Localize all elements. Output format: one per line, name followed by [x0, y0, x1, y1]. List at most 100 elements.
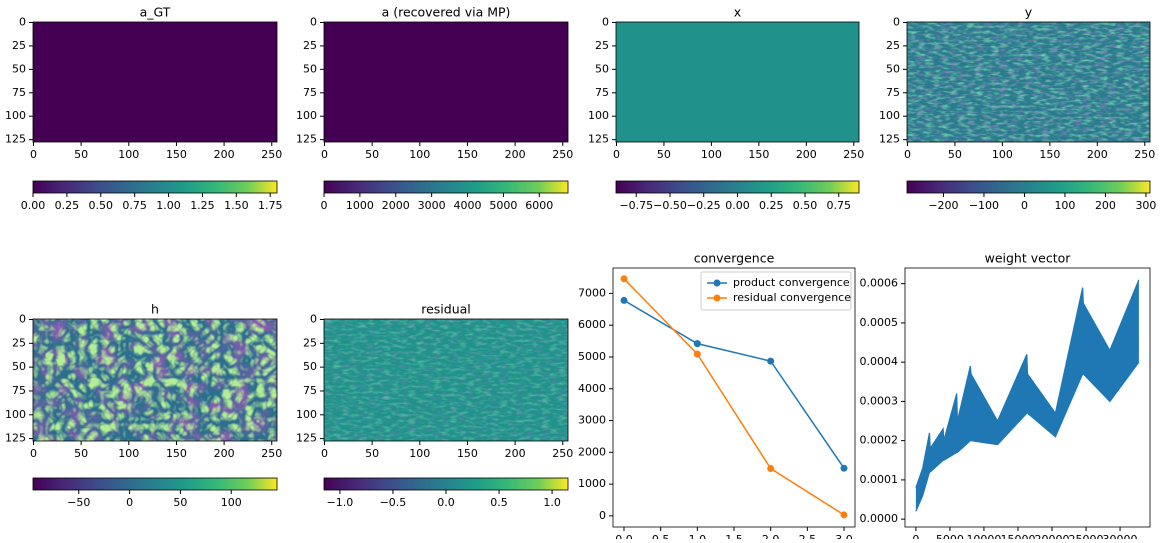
colorbar-tick-label: 0.00: [21, 199, 46, 212]
x-tick-label: 250: [1134, 148, 1155, 161]
y-tick-label: 75: [303, 86, 317, 99]
x-tick-label: 25000: [1069, 533, 1104, 539]
colorbar-tick-label: 50: [173, 496, 187, 509]
colorbar-tick-label: 0: [321, 199, 328, 212]
weight-line: [915, 279, 1140, 488]
heatmap-image: [616, 22, 859, 142]
y-tick-label: 100: [296, 109, 317, 122]
y-tick-label: 4000: [578, 382, 606, 395]
y-tick-label: 50: [303, 62, 317, 75]
y-tick-label: 0: [19, 15, 26, 28]
x-tick-label: 100: [118, 148, 139, 161]
chart-title: h: [151, 302, 159, 317]
y-tick-label: 0: [599, 509, 606, 522]
weight-line: [915, 361, 1140, 512]
colorbar: [615, 180, 860, 194]
colorbar-tick-label: 0.5: [490, 496, 508, 509]
x-tick-label: 50: [74, 148, 88, 161]
y-tick-label: 125: [5, 432, 26, 445]
x-tick-label: 0: [321, 447, 328, 460]
point: [620, 275, 628, 283]
x-tick-label: 200: [214, 447, 235, 460]
y-tick-label: 75: [886, 86, 900, 99]
x-tick-label: 200: [796, 148, 817, 161]
colorbar-tick-label: −50: [67, 496, 90, 509]
x-tick-label: 100: [992, 148, 1013, 161]
x-tick-label: 30000: [1103, 533, 1138, 539]
y-tick-label: 125: [296, 133, 317, 146]
colorbar-tick-label: 0.25: [55, 199, 80, 212]
point: [840, 464, 848, 472]
axes-frame: [904, 267, 1151, 528]
axes-frame: [32, 318, 278, 442]
y-tick-label: 50: [12, 62, 26, 75]
y-tick-label: 50: [12, 360, 26, 373]
colorbar-tick-label: 0.0: [437, 496, 455, 509]
y-tick-label: 100: [588, 109, 609, 122]
point: [840, 511, 848, 519]
colorbar-tick-label: −0.75: [619, 199, 653, 212]
y-tick-label: 25: [595, 39, 609, 52]
colorbar-tick-label: −0.50: [653, 199, 687, 212]
axes-frame: [32, 21, 278, 143]
colorbar-tick-label: 1.0: [543, 496, 561, 509]
legend-marker: [713, 294, 721, 302]
y-tick-label: 0.0000: [860, 512, 899, 525]
x-tick-label: 0: [321, 148, 328, 161]
y-tick-label: 6000: [578, 318, 606, 331]
x-tick-label: 10000: [966, 533, 1001, 539]
colorbar-tick-label: 1.25: [190, 199, 215, 212]
axes-frame: [906, 21, 1151, 143]
x-tick-label: 50: [365, 447, 379, 460]
x-tick-label: 150: [457, 148, 478, 161]
colorbar-tick-label: 4000: [454, 199, 482, 212]
colorbar-tick-label: 6000: [525, 199, 553, 212]
y-tick-label: 75: [595, 86, 609, 99]
colorbar-tick-label: 0.50: [89, 199, 114, 212]
chart-title: x: [734, 5, 741, 20]
y-tick-label: 50: [886, 62, 900, 75]
colorbar-tick-label: −1.0: [327, 496, 354, 509]
colorbar-tick-label: 1.00: [156, 199, 181, 212]
colorbar-tick-label: 100: [221, 496, 242, 509]
y-tick-label: 75: [12, 86, 26, 99]
x-tick-label: 50: [74, 447, 88, 460]
y-tick-label: 0: [602, 15, 609, 28]
chart-title: convergence: [694, 251, 775, 266]
x-tick-label: 0.5: [652, 533, 670, 539]
x-tick-label: 250: [552, 447, 573, 460]
y-tick-label: 0: [19, 312, 26, 325]
x-tick-label: 0: [30, 148, 37, 161]
point: [767, 465, 775, 473]
x-tick-label: 250: [261, 148, 282, 161]
colorbar-tick-label: 2000: [382, 199, 410, 212]
x-tick-label: 5000: [936, 533, 964, 539]
y-tick-label: 0: [310, 15, 317, 28]
colorbar-tick-label: 3000: [418, 199, 446, 212]
y-tick-label: 7000: [578, 286, 606, 299]
y-tick-label: 125: [5, 133, 26, 146]
x-tick-label: 150: [457, 447, 478, 460]
x-tick-label: 250: [261, 447, 282, 460]
x-tick-label: 250: [843, 148, 864, 161]
colorbar: [906, 180, 1151, 194]
chart-title: a (recovered via MP): [382, 5, 511, 20]
colorbar-tick-label: 1.75: [258, 199, 283, 212]
heatmap-texture: [33, 319, 277, 441]
y-tick-label: 75: [303, 384, 317, 397]
legend-marker: [713, 279, 721, 287]
x-tick-label: 0.0: [615, 533, 633, 539]
y-tick-label: 100: [5, 408, 26, 421]
colorbar-tick-label: 1.50: [224, 199, 249, 212]
y-tick-label: 100: [296, 408, 317, 421]
y-tick-label: 25: [303, 336, 317, 349]
x-tick-label: 200: [505, 148, 526, 161]
x-tick-label: 200: [505, 447, 526, 460]
x-tick-label: 150: [1039, 148, 1060, 161]
y-tick-label: 125: [879, 133, 900, 146]
y-tick-label: 25: [12, 336, 26, 349]
colorbar-tick-label: 0: [1021, 199, 1028, 212]
x-tick-label: 50: [948, 148, 962, 161]
y-tick-label: 0.0006: [860, 277, 899, 290]
colorbar-tick-label: 0.75: [827, 199, 852, 212]
